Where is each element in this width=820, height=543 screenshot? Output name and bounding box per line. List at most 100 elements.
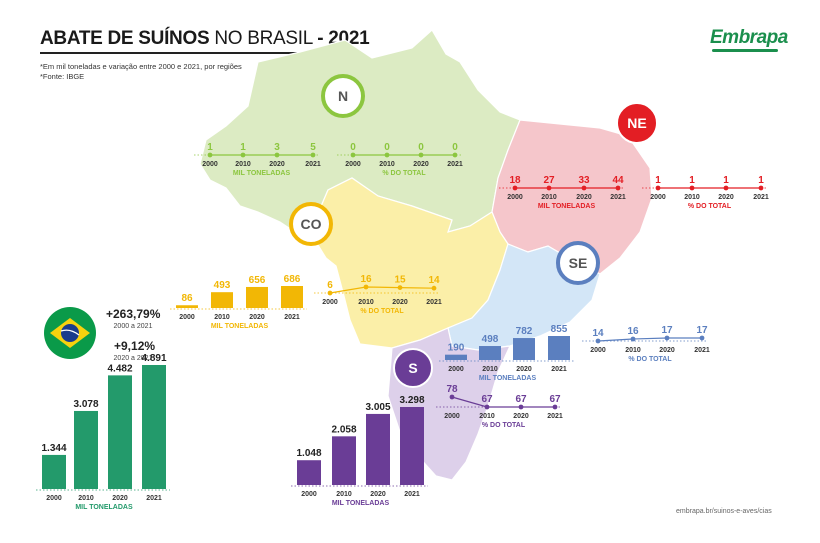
northeast-tonnes-point-2010	[546, 185, 552, 191]
center-west-share-tick-2000: 2000	[322, 299, 338, 306]
north-share-point-2000	[350, 152, 356, 158]
southeast-share-value-2020: 17	[661, 325, 673, 336]
south-share-tick-2020: 2020	[513, 413, 529, 420]
north-share-value-2010: 0	[384, 142, 390, 153]
south-share-point-2020	[518, 404, 524, 410]
center-west-share-xlabel: % DO TOTAL	[360, 308, 404, 315]
north-tonnes-tick-2020: 2020	[269, 161, 285, 168]
center-west-share-point-2010	[363, 284, 369, 290]
brazil-tonnes-value-2021: 4.891	[141, 353, 166, 364]
northeast-tonnes-point-2021	[615, 185, 621, 191]
center-west-tonnes-value-2010: 493	[214, 280, 231, 291]
north-share-tick-2010: 2010	[379, 161, 395, 168]
southeast-share-point-2021	[699, 335, 705, 341]
southeast-share-point-2000	[595, 338, 601, 344]
brazil-tonnes-bar-2010	[74, 410, 98, 489]
center-west-share-value-2000: 6	[327, 280, 333, 291]
north-share-xlabel: % DO TOTAL	[382, 170, 426, 177]
northeast-tonnes-value-2021: 44	[612, 175, 624, 186]
south-tonnes-bar-2000	[297, 460, 321, 485]
south-share-point-2021	[552, 404, 558, 410]
title-light: NO BRASIL	[214, 28, 313, 49]
southeast-share-value-2021: 17	[696, 325, 708, 336]
southeast-tonnes-value-2000: 190	[448, 343, 465, 354]
badge-northeast-fill	[616, 102, 658, 144]
northeast-tonnes-tick-2010: 2010	[541, 194, 557, 201]
southeast-tonnes-bar-2020	[513, 338, 535, 360]
center-west-share-point-2000	[327, 290, 333, 296]
center-west-tonnes-bar-2021	[281, 286, 303, 308]
north-share-point-2020	[418, 152, 424, 158]
logo-swoosh	[712, 49, 778, 52]
northeast-tonnes-point-2020	[581, 185, 587, 191]
northeast-share-tick-2000: 2000	[650, 194, 666, 201]
brazil-variation-2000-2021: +263,79%	[106, 307, 161, 321]
center-west-share-point-2021	[431, 285, 437, 291]
embrapa-logo: Embrapa	[710, 27, 788, 48]
brazil-tonnes-tick-2021: 2021	[146, 495, 162, 502]
southeast-tonnes-bar-2010	[479, 346, 501, 360]
north-tonnes-value-2000: 1	[207, 142, 213, 153]
north-share-point-2010	[384, 152, 390, 158]
southeast-share-value-2010: 16	[627, 326, 639, 337]
badge-northeast-label: NE	[627, 115, 646, 131]
south-tonnes-bar-2021	[400, 407, 424, 485]
north-share-point-2021	[452, 152, 458, 158]
center-west-share-tick-2020: 2020	[392, 299, 408, 306]
southeast-tonnes-tick-2010: 2010	[482, 366, 498, 373]
south-share-tick-2000: 2000	[444, 413, 460, 420]
northeast-share-point-2000	[655, 185, 661, 191]
south-share-point-2010	[484, 404, 490, 410]
northeast-share-point-2021	[758, 185, 764, 191]
north-tonnes-tick-2000: 2000	[202, 161, 218, 168]
center-west-tonnes-tick-2020: 2020	[249, 314, 265, 321]
northeast-share-value-2020: 1	[723, 175, 729, 186]
brazil-tonnes-value-2010: 3.078	[73, 399, 98, 410]
badge-center-west-ring	[289, 202, 333, 246]
northeast-share-tick-2021: 2021	[753, 194, 769, 201]
center-west-share-value-2021: 14	[428, 275, 440, 286]
southeast-share-value-2000: 14	[592, 328, 604, 339]
northeast-share-xlabel: % DO TOTAL	[688, 203, 732, 210]
northeast-tonnes-tick-2000: 2000	[507, 194, 523, 201]
north-tonnes-point-2020	[274, 152, 280, 158]
brazil-tonnes-tick-2000: 2000	[46, 495, 62, 502]
title-bold: ABATE DE SUÍNOS	[40, 28, 210, 49]
northeast-tonnes-tick-2020: 2020	[576, 194, 592, 201]
northeast-tonnes-tick-2021: 2021	[610, 194, 626, 201]
southeast-tonnes-value-2020: 782	[516, 326, 533, 337]
south-share-value-2000: 78	[446, 384, 458, 395]
center-west-tonnes-value-2020: 656	[249, 275, 266, 286]
south-tonnes-bar-2020	[366, 413, 390, 485]
northeast-share-value-2021: 1	[758, 175, 764, 186]
brazil-tonnes-tick-2010: 2010	[78, 495, 94, 502]
northeast-tonnes-value-2000: 18	[509, 175, 521, 186]
north-share-tick-2000: 2000	[345, 161, 361, 168]
brazil-tonnes-bar-2000	[42, 454, 66, 489]
southeast-share-tick-2021: 2021	[694, 347, 710, 354]
badge-center-west-label: CO	[301, 216, 322, 232]
center-west-tonnes-value-2021: 686	[284, 274, 301, 285]
northeast-tonnes-point-2000	[512, 185, 518, 191]
south-share-tick-2010: 2010	[479, 413, 495, 420]
credit-url[interactable]: embrapa.br/suinos-e-aves/cias	[676, 508, 772, 515]
south-share-point-2000	[449, 394, 455, 400]
southeast-share-point-2020	[664, 335, 670, 341]
subtitle-note: *Em mil toneladas e variação entre 2000 …	[40, 62, 242, 71]
south-share-xlabel: % DO TOTAL	[482, 422, 526, 429]
northeast-tonnes-xlabel: MIL TONELADAS	[538, 203, 596, 210]
brazil-variation-2020-2021: +9,12%	[114, 339, 155, 353]
southeast-tonnes-tick-2000: 2000	[448, 366, 464, 373]
north-tonnes-point-2021	[310, 152, 316, 158]
north-tonnes-tick-2021: 2021	[305, 161, 321, 168]
brazil-flag-globe	[61, 324, 79, 342]
center-west-tonnes-value-2000: 86	[181, 293, 193, 304]
southeast-share-point-2010	[630, 336, 636, 342]
southeast-tonnes-bar-2000	[445, 354, 467, 360]
brazil-flag-band	[60, 329, 80, 336]
center-west-tonnes-bar-2010	[211, 292, 233, 308]
southeast-share-xlabel: % DO TOTAL	[628, 356, 672, 363]
badge-south-label: S	[408, 360, 417, 376]
center-west-share-point-2020	[397, 285, 403, 290]
